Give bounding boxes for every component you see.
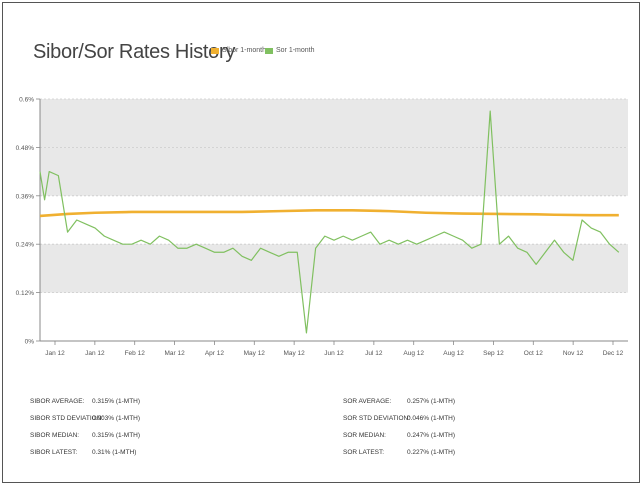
stat-label: Sibor Average:: [30, 398, 85, 405]
x-tick-label: Jul 12: [365, 350, 383, 357]
y-tick-label: 0%: [25, 339, 35, 346]
stat-value: 0.257% (1-mth): [407, 398, 456, 405]
x-tick-label: Sep 12: [483, 350, 504, 357]
x-tick-label: Mar 12: [164, 350, 185, 357]
sor-line: [39, 110, 620, 334]
x-tick-label: Apr 12: [205, 350, 225, 357]
sibor-line: [39, 209, 619, 218]
stat-label: Sibor Median:: [30, 432, 80, 439]
x-tick-label: Feb 12: [125, 350, 146, 357]
grid-band: [40, 147, 628, 196]
stat-value: 0.315% (1-mth): [92, 432, 141, 439]
x-tick-label: Oct 12: [524, 350, 544, 357]
x-tick-label: Nov 12: [563, 350, 584, 357]
legend-swatch-sor: [265, 47, 273, 54]
chart-frame: Sibor/Sor Rates History Sibor 1-month So…: [2, 2, 640, 483]
x-tick-label: Dec 12: [603, 350, 624, 357]
legend-swatch-sibor: [211, 47, 219, 54]
legend-label-sor: Sor 1-month: [276, 47, 315, 54]
stat-value: 0.31% (1-mth): [92, 449, 137, 456]
stat-label: Sor Median:: [343, 432, 386, 439]
stat-value: 0.247% (1-mth): [407, 432, 456, 439]
y-tick-label: 0.6%: [19, 97, 34, 104]
stat-value: 0.227% (1-mth): [407, 449, 456, 456]
x-tick-label: May 12: [283, 350, 305, 357]
stat-label: Sor Average:: [343, 398, 392, 405]
y-tick-label: 0.12%: [16, 290, 35, 297]
legend-label-sibor: Sibor 1-month: [222, 47, 266, 54]
grid-band: [40, 244, 628, 293]
x-tick-label: Aug 12: [443, 350, 464, 357]
legend-item-sibor: Sibor 1-month: [211, 47, 266, 54]
stat-label: Sibor Std Deviation:: [30, 415, 104, 422]
stat-label: Sibor Latest:: [30, 449, 78, 456]
x-tick-label: Jan 12: [45, 350, 65, 357]
y-tick-label: 0.24%: [16, 242, 35, 249]
stat-value: 0.003% (1-mth): [92, 415, 141, 422]
stat-value: 0.315% (1-mth): [92, 398, 141, 405]
x-tick-label: Jan 12: [85, 350, 105, 357]
chart-title: Sibor/Sor Rates History: [33, 41, 236, 63]
x-tick-label: May 12: [244, 350, 266, 357]
legend-item-sor: Sor 1-month: [265, 47, 315, 54]
stat-value: 0.046% (1-mth): [407, 415, 456, 422]
y-tick-label: 0.36%: [16, 193, 35, 200]
x-tick-label: Jun 12: [324, 350, 344, 357]
y-tick-label: 0.48%: [16, 145, 35, 152]
stat-label: Sor Std Deviation:: [343, 415, 411, 422]
grid-band: [40, 99, 628, 148]
x-tick-label: Aug 12: [403, 350, 424, 357]
stat-label: Sor Latest:: [343, 449, 385, 456]
